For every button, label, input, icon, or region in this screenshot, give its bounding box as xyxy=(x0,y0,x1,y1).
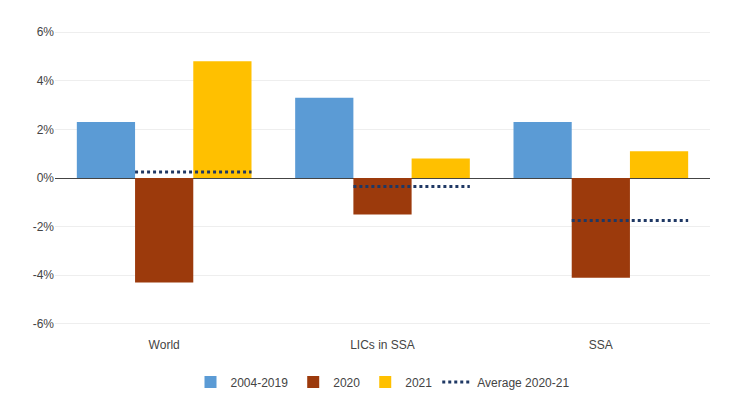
svg-text:SSA: SSA xyxy=(589,338,613,352)
svg-text:0%: 0% xyxy=(37,171,55,185)
svg-text:-2%: -2% xyxy=(33,220,55,234)
svg-text:2%: 2% xyxy=(37,123,55,137)
svg-text:2020: 2020 xyxy=(333,376,360,390)
svg-text:4%: 4% xyxy=(37,74,55,88)
svg-text:LICs in SSA: LICs in SSA xyxy=(350,338,415,352)
svg-text:Average 2020-21: Average 2020-21 xyxy=(477,376,569,390)
svg-text:-4%: -4% xyxy=(33,268,55,282)
svg-text:-6%: -6% xyxy=(33,317,55,331)
svg-text:World: World xyxy=(149,338,180,352)
svg-text:2004-2019: 2004-2019 xyxy=(231,376,289,390)
svg-text:2021: 2021 xyxy=(405,376,432,390)
svg-text:6%: 6% xyxy=(37,25,55,39)
